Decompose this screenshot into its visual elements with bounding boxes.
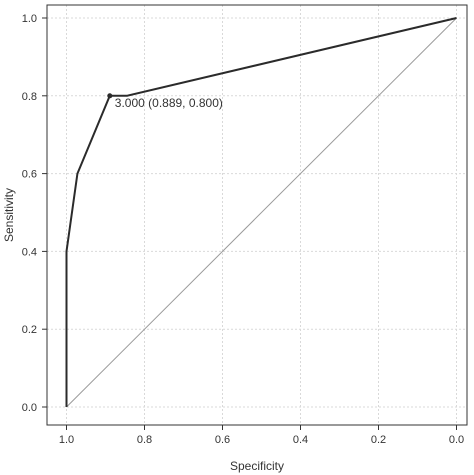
plot-frame (46, 4, 468, 426)
x-axis-title: Specificity (230, 459, 284, 473)
y-axis-title: Sensitivity (2, 188, 16, 242)
x-tick-label: 0.0 (449, 434, 464, 446)
optimal-threshold-point (107, 93, 113, 99)
x-tick-label: 0.8 (137, 434, 152, 446)
y-tick-label: 0.2 (22, 324, 37, 336)
y-tick-label: 0.4 (22, 246, 37, 258)
x-tick-label: 0.2 (371, 434, 386, 446)
x-tick-label: 0.6 (215, 434, 230, 446)
diagonal-reference-line (66, 17, 457, 408)
y-tick-label: 1.0 (22, 13, 37, 25)
x-tick-label: 1.0 (59, 434, 74, 446)
y-tick-label: 0.8 (22, 91, 37, 103)
y-tick-label: 0.6 (22, 169, 37, 181)
grid-lines (47, 5, 467, 425)
roc-curve (65, 17, 457, 407)
axis-ticks: 1.0 0.8 0.6 0.4 0.2 0.0 0.0 0.2 0.4 0.6 0.8 1.0 (22, 13, 464, 446)
x-tick-label: 0.4 (293, 434, 308, 446)
y-tick-label: 0.0 (22, 402, 37, 414)
threshold-annotation: 3.000 (0.889, 0.800) (115, 96, 223, 110)
